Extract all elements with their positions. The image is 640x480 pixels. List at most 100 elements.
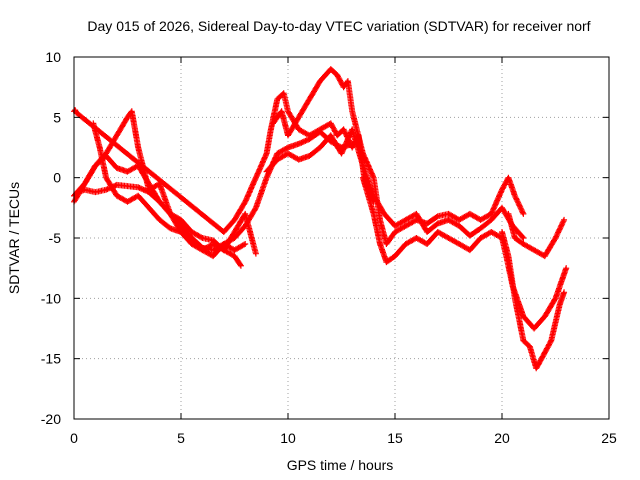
data-point — [490, 231, 493, 233]
data-point — [287, 110, 289, 113]
data-point — [105, 155, 107, 157]
data-point — [282, 92, 285, 94]
data-point — [372, 213, 375, 215]
data-point — [544, 315, 546, 318]
data-point — [330, 68, 332, 70]
x-tick-label: 5 — [177, 430, 185, 446]
data-point — [404, 243, 407, 245]
data-point — [255, 252, 257, 255]
data-point — [233, 219, 236, 221]
data-point — [522, 339, 525, 342]
data-point — [244, 201, 246, 203]
data-point — [169, 227, 172, 230]
data-point — [415, 237, 418, 239]
data-point — [233, 249, 236, 251]
data-point — [342, 128, 345, 131]
data-point — [507, 255, 510, 257]
data-point — [535, 367, 538, 370]
data-point — [336, 134, 339, 137]
data-point — [479, 237, 482, 239]
data-point — [148, 207, 150, 209]
data-point — [372, 176, 375, 179]
data-point — [190, 237, 193, 239]
data-point — [554, 321, 557, 324]
data-point — [347, 80, 349, 82]
data-point — [126, 185, 129, 187]
data-point — [319, 80, 321, 82]
data-point — [362, 164, 364, 167]
data-point — [265, 152, 268, 155]
data-point — [501, 207, 503, 209]
data-point — [550, 339, 553, 342]
data-point — [94, 191, 97, 193]
data-point — [565, 267, 567, 269]
data-point — [533, 249, 535, 251]
data-point — [554, 297, 557, 300]
x-tick-label: 10 — [280, 430, 296, 446]
data-point — [351, 128, 354, 131]
data-point — [479, 219, 482, 221]
data-point — [297, 143, 300, 145]
axis-ticks: 0 5 10 15 20 25 -20 -15 -10 -5 0 5 10 — [41, 49, 617, 446]
data-point — [244, 243, 246, 245]
data-point — [233, 237, 236, 239]
data-point — [244, 213, 246, 215]
data-point — [394, 225, 396, 227]
data-point — [501, 231, 503, 233]
data-point — [265, 170, 268, 173]
data-point — [105, 176, 107, 179]
y-tick-label: -15 — [41, 351, 61, 367]
data-point — [158, 182, 161, 185]
data-point — [563, 219, 565, 221]
data-point — [447, 219, 450, 221]
data-point — [394, 255, 396, 257]
data-point — [340, 152, 343, 155]
data-point — [190, 231, 193, 233]
data-point — [201, 246, 204, 249]
data-point — [169, 213, 172, 215]
data-point — [379, 219, 381, 221]
x-tick-label: 25 — [601, 430, 617, 446]
data-point — [287, 134, 289, 137]
data-point — [522, 315, 525, 318]
data-point — [116, 194, 118, 197]
data-point — [137, 194, 139, 197]
data-point — [297, 158, 300, 161]
data-point — [83, 182, 86, 185]
data-point — [394, 231, 396, 233]
y-tick-label: 10 — [45, 49, 61, 65]
data-point — [336, 74, 339, 76]
data-point — [404, 219, 407, 221]
data-point — [240, 264, 242, 267]
data-point — [447, 213, 450, 215]
data-point — [244, 225, 246, 227]
data-point — [469, 249, 471, 251]
data-point — [308, 138, 311, 140]
data-point — [330, 122, 332, 125]
data-point — [74, 109, 76, 111]
x-tick-label: 0 — [70, 430, 78, 446]
series-track-7 — [263, 126, 527, 241]
data-point — [561, 279, 563, 282]
data-point — [287, 146, 289, 149]
data-point — [201, 237, 204, 239]
data-point — [507, 176, 510, 179]
data-point — [479, 227, 482, 230]
y-tick-label: -10 — [41, 290, 61, 306]
data-point — [158, 201, 161, 203]
data-point — [522, 213, 525, 215]
y-tick-label: -5 — [49, 230, 62, 246]
data-point — [563, 291, 565, 294]
data-point — [276, 158, 279, 161]
data-point — [351, 110, 354, 113]
data-point — [529, 345, 531, 348]
data-point — [255, 176, 257, 179]
data-point — [383, 213, 386, 215]
data-point — [319, 128, 321, 131]
data-point — [319, 146, 321, 149]
data-point — [426, 231, 428, 233]
data-point — [522, 243, 525, 245]
data-point — [514, 297, 516, 300]
